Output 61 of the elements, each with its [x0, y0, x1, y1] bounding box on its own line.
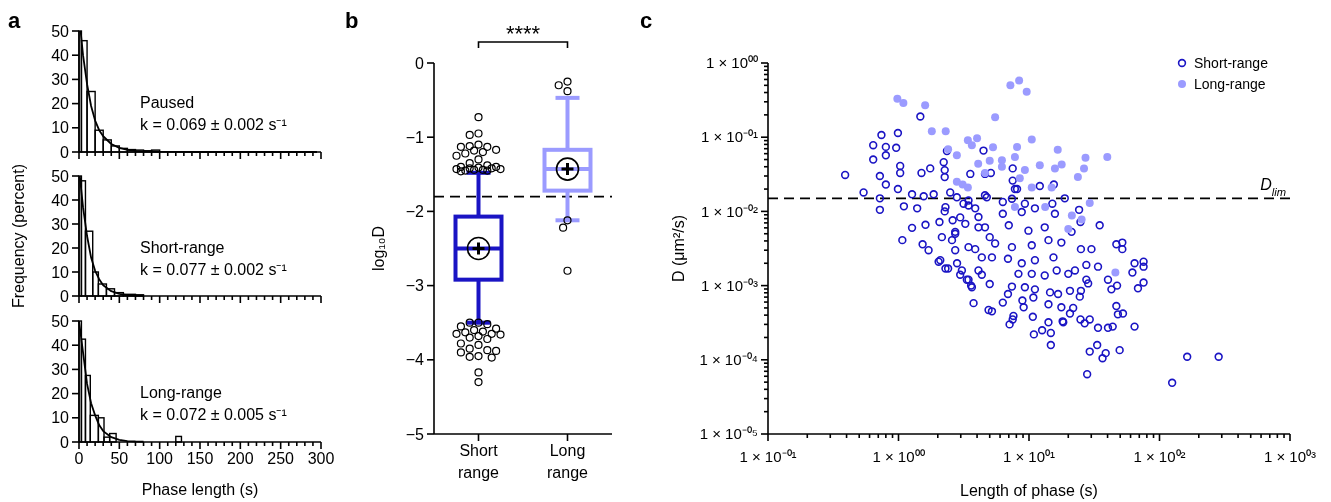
annotation: Paused: [140, 94, 195, 111]
y-tick-label: 0: [415, 54, 425, 72]
y-tick-label: 1 × 10⁻⁰²: [700, 202, 758, 220]
x-tick-label: Long range: [547, 442, 589, 481]
chart-title: b: [345, 8, 359, 33]
y-tick-label: −3: [405, 277, 425, 295]
annotation: k = 0.069 ± 0.002 s⁻¹: [140, 116, 287, 133]
y-tick-label: 10: [51, 409, 70, 427]
y-tick-label: 0: [60, 143, 70, 161]
y-tick-label: 1 × 10⁻⁰¹: [700, 128, 758, 146]
y-tick-label: 20: [51, 385, 70, 403]
x-tick-label: 1 × 10⁰²: [1133, 448, 1186, 465]
text: ****: [505, 21, 541, 46]
annotation: k = 0.072 ± 0.005 s⁻¹: [140, 406, 287, 423]
y-tick-label: −4: [405, 351, 425, 369]
chart-title: c: [640, 8, 653, 33]
x-axis-title: Length of phase (s): [960, 482, 1098, 499]
ref-line-label: D$_{lim}$: [1260, 176, 1286, 199]
y-tick-label: 10: [51, 119, 70, 137]
y-tick-label: 50: [51, 22, 70, 40]
x-tick-label: 0: [74, 450, 84, 467]
y-tick-label: 30: [51, 71, 70, 88]
chart-title: a: [8, 8, 21, 33]
x-tick-label: 150: [186, 450, 214, 467]
y-tick-label: 10: [51, 263, 70, 281]
x-tick-label: 100: [146, 450, 174, 467]
y-tick-label: 40: [51, 46, 70, 64]
y-tick-label: 40: [51, 336, 70, 354]
y-tick-label: 30: [51, 215, 70, 233]
y-axis-title: log₁₀D: [370, 226, 387, 271]
y-tick-label: 1 × 10⁻⁰⁵: [699, 425, 758, 443]
x-tick-label: Short range: [458, 442, 500, 481]
annotation: k = 0.077 ± 0.002 s⁻¹: [140, 261, 287, 278]
y-tick-label: 50: [51, 167, 70, 185]
annotation: Long-range: [140, 384, 222, 401]
annotation: Short-range: [140, 239, 225, 256]
y-tick-label: 1 × 10⁻⁰⁴: [699, 351, 758, 369]
y-tick-label: −5: [405, 425, 425, 443]
x-tick-label: 1 × 10⁰³: [1263, 448, 1317, 465]
x-tick-label: 1 × 10⁰¹: [1002, 448, 1056, 465]
legend-label: Short-range: [1194, 54, 1269, 71]
y-tick-label: 20: [51, 95, 70, 113]
y-axis-title: Frequency (percent): [10, 163, 27, 309]
y-tick-label: 50: [51, 312, 70, 330]
x-tick-label: 1 × 10⁰⁰: [872, 448, 925, 465]
y-tick-label: 20: [51, 239, 70, 257]
y-tick-label: 30: [51, 361, 70, 378]
y-tick-label: 1 × 10⁰⁰: [705, 54, 758, 72]
x-tick-label: 300: [307, 450, 335, 467]
x-tick-label: 200: [226, 450, 254, 467]
y-tick-label: −2: [405, 203, 425, 220]
x-tick-label: 250: [267, 450, 295, 467]
y-tick-label: 0: [60, 287, 70, 305]
y-axis-title: D (μm²/s): [670, 215, 687, 282]
x-axis-title: Phase length (s): [141, 481, 259, 498]
x-tick-label: 1 × 10⁻⁰¹: [739, 448, 797, 465]
y-tick-label: 40: [51, 191, 70, 209]
x-tick-label: 50: [110, 450, 129, 467]
y-tick-label: −1: [405, 128, 425, 146]
y-tick-label: 1 × 10⁻⁰³: [700, 276, 758, 294]
legend-label: Long-range: [1194, 75, 1266, 92]
